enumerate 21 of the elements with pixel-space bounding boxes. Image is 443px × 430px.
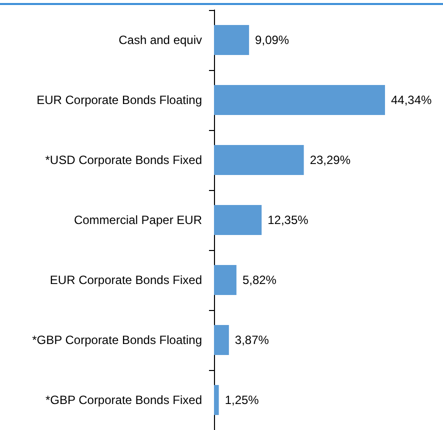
y-tick-label: *GBP Corporate Bonds Fixed [45,393,202,407]
y-tick-label: EUR Corporate Bonds Floating [36,93,202,107]
data-label: 5,82% [242,273,277,287]
bar [214,325,229,355]
bar [214,145,304,175]
data-label: 44,34% [391,93,432,107]
data-label: 1,25% [224,393,260,407]
y-tick-label: *GBP Corporate Bonds Floating [32,333,202,347]
y-tick-label: EUR Corporate Bonds Fixed [50,273,202,287]
bar [214,385,219,415]
data-label: 9,09% [255,33,290,47]
y-tick-label: Cash and equiv [118,33,202,47]
y-tick-label: *USD Corporate Bonds Fixed [45,153,202,167]
bar [214,85,385,115]
data-label: 23,29% [310,153,351,167]
bar [214,265,236,295]
data-label: 3,87% [234,333,270,347]
data-label: 12,35% [268,213,309,227]
bar [214,205,262,235]
y-tick-label: Commercial Paper EUR [74,213,202,227]
bar [214,25,250,55]
